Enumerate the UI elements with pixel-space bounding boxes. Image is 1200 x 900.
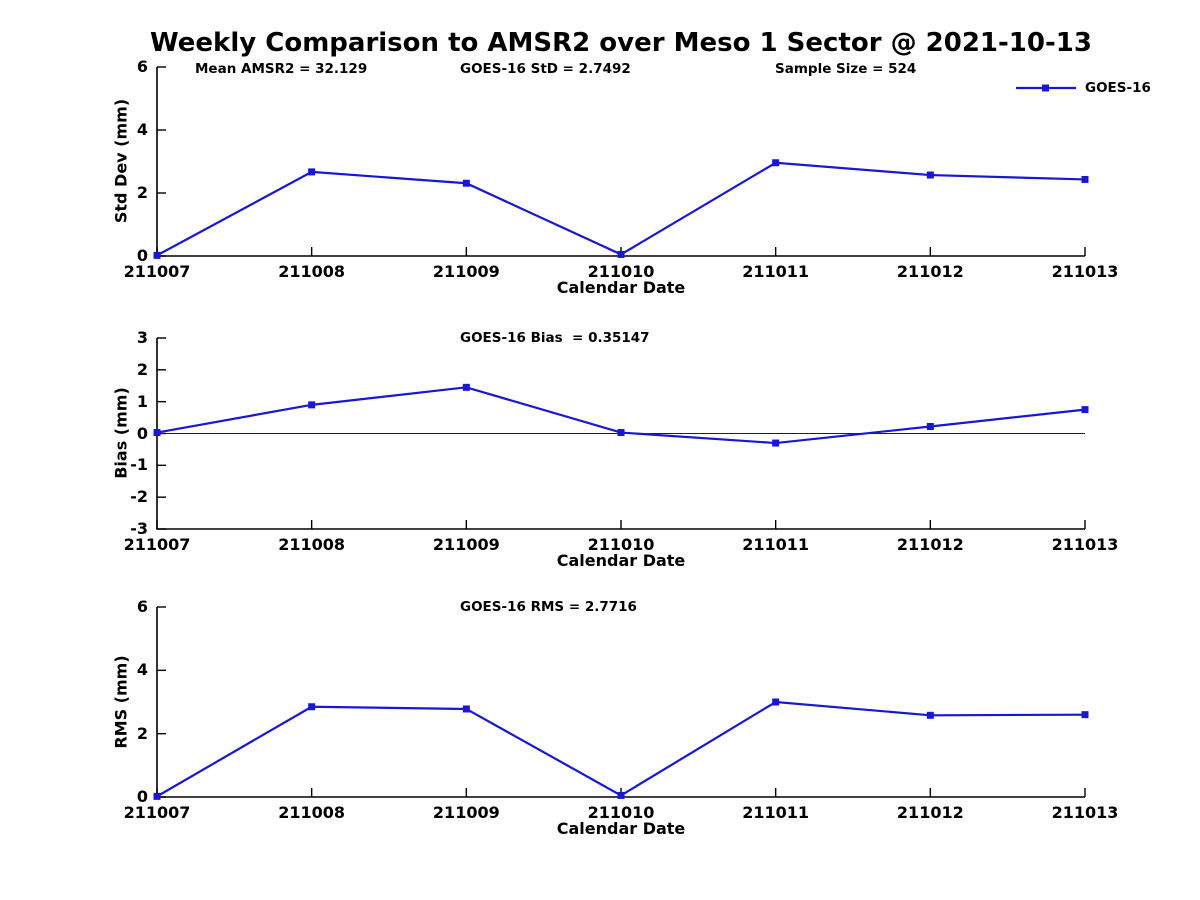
data-point-marker [153,429,161,437]
y-tick-label: -1 [130,455,148,475]
stat-annotation-goes16-std: GOES-16 StD = 2.7492 [460,61,631,77]
stat-annotation-sample-size: Sample Size = 524 [775,61,917,77]
data-point-marker [772,439,780,447]
y-tick-label: 2 [136,359,148,379]
data-point-marker [308,168,316,176]
y-tick-label: 2 [136,723,148,743]
y-tick-label: 6 [136,57,148,76]
x-tick-label: 211007 [123,803,191,822]
series-line [156,700,1086,798]
data-point-marker [617,429,625,437]
x-tick-label: 211007 [123,535,191,554]
data-point-marker [772,698,780,706]
y-tick-label: 0 [136,787,148,806]
x-tick-label: 211012 [896,262,964,281]
stat-annotation-goes16-rms: GOES-16 RMS = 2.7716 [460,599,637,615]
x-tick-label: 211011 [742,535,810,554]
data-point-marker [926,422,934,430]
x-tick-label: 211012 [896,535,964,554]
x-axis-label-stddev: Calendar Date [556,278,686,297]
data-point-marker [926,171,934,179]
y-tick-label: -3 [130,519,148,538]
x-tick-label: 211012 [896,803,964,822]
x-tick-label: 211011 [742,803,810,822]
y-tick-label: 1 [136,391,148,411]
legend: GOES-16 [1014,80,1151,96]
stat-annotation-goes16-bias: GOES-16 Bias = 0.35147 [460,330,650,346]
x-tick-label: 211013 [1051,262,1119,281]
legend-line-icon [1016,84,1076,92]
x-axis-label-bias: Calendar Date [556,551,686,570]
legend-label: GOES-16 [1085,80,1151,96]
y-tick-label: 0 [136,423,148,443]
x-tick-label: 211009 [432,262,500,281]
x-tick-label: 211013 [1051,803,1119,822]
data-point-marker [153,251,161,259]
data-point-marker [926,711,934,719]
x-tick-label: 211008 [278,535,346,554]
data-point-marker [308,703,316,711]
y-tick-label: 4 [136,660,148,680]
x-tick-label: 211008 [278,262,346,281]
stat-annotation-mean-amsr2: Mean AMSR2 = 32.129 [195,61,368,77]
x-tick-label: 211008 [278,803,346,822]
data-point-marker [617,791,625,799]
data-point-marker [1081,406,1089,414]
legend-marker-icon [1042,84,1049,92]
y-tick-label: 3 [136,328,148,347]
y-tick-label: 2 [136,183,148,202]
data-point-marker [1081,711,1089,719]
x-axis-label-rms: Calendar Date [556,819,686,838]
data-point-marker [462,705,470,713]
axis-line [156,607,1085,798]
data-point-marker [462,383,470,391]
x-tick-label: 211010 [587,535,655,554]
data-point-marker [308,401,316,409]
x-tick-label: 211011 [742,262,810,281]
y-tick-label: 4 [136,120,148,139]
y-tick-label: -2 [130,487,148,507]
x-tick-label: 211010 [587,262,655,281]
x-tick-label: 211009 [432,535,500,554]
data-point-marker [1081,175,1089,183]
y-tick-label: 6 [136,597,148,616]
data-point-marker [617,250,625,258]
y-tick-label: 0 [136,246,148,265]
data-point-marker [462,179,470,187]
x-tick-label: 211010 [587,803,655,822]
data-point-marker [772,159,780,167]
x-tick-label: 211009 [432,803,500,822]
x-tick-label: 211013 [1051,535,1119,554]
data-point-marker [153,792,161,800]
figure-title: Weekly Comparison to AMSR2 over Meso 1 S… [150,28,1092,58]
x-tick-label: 211007 [123,262,191,281]
